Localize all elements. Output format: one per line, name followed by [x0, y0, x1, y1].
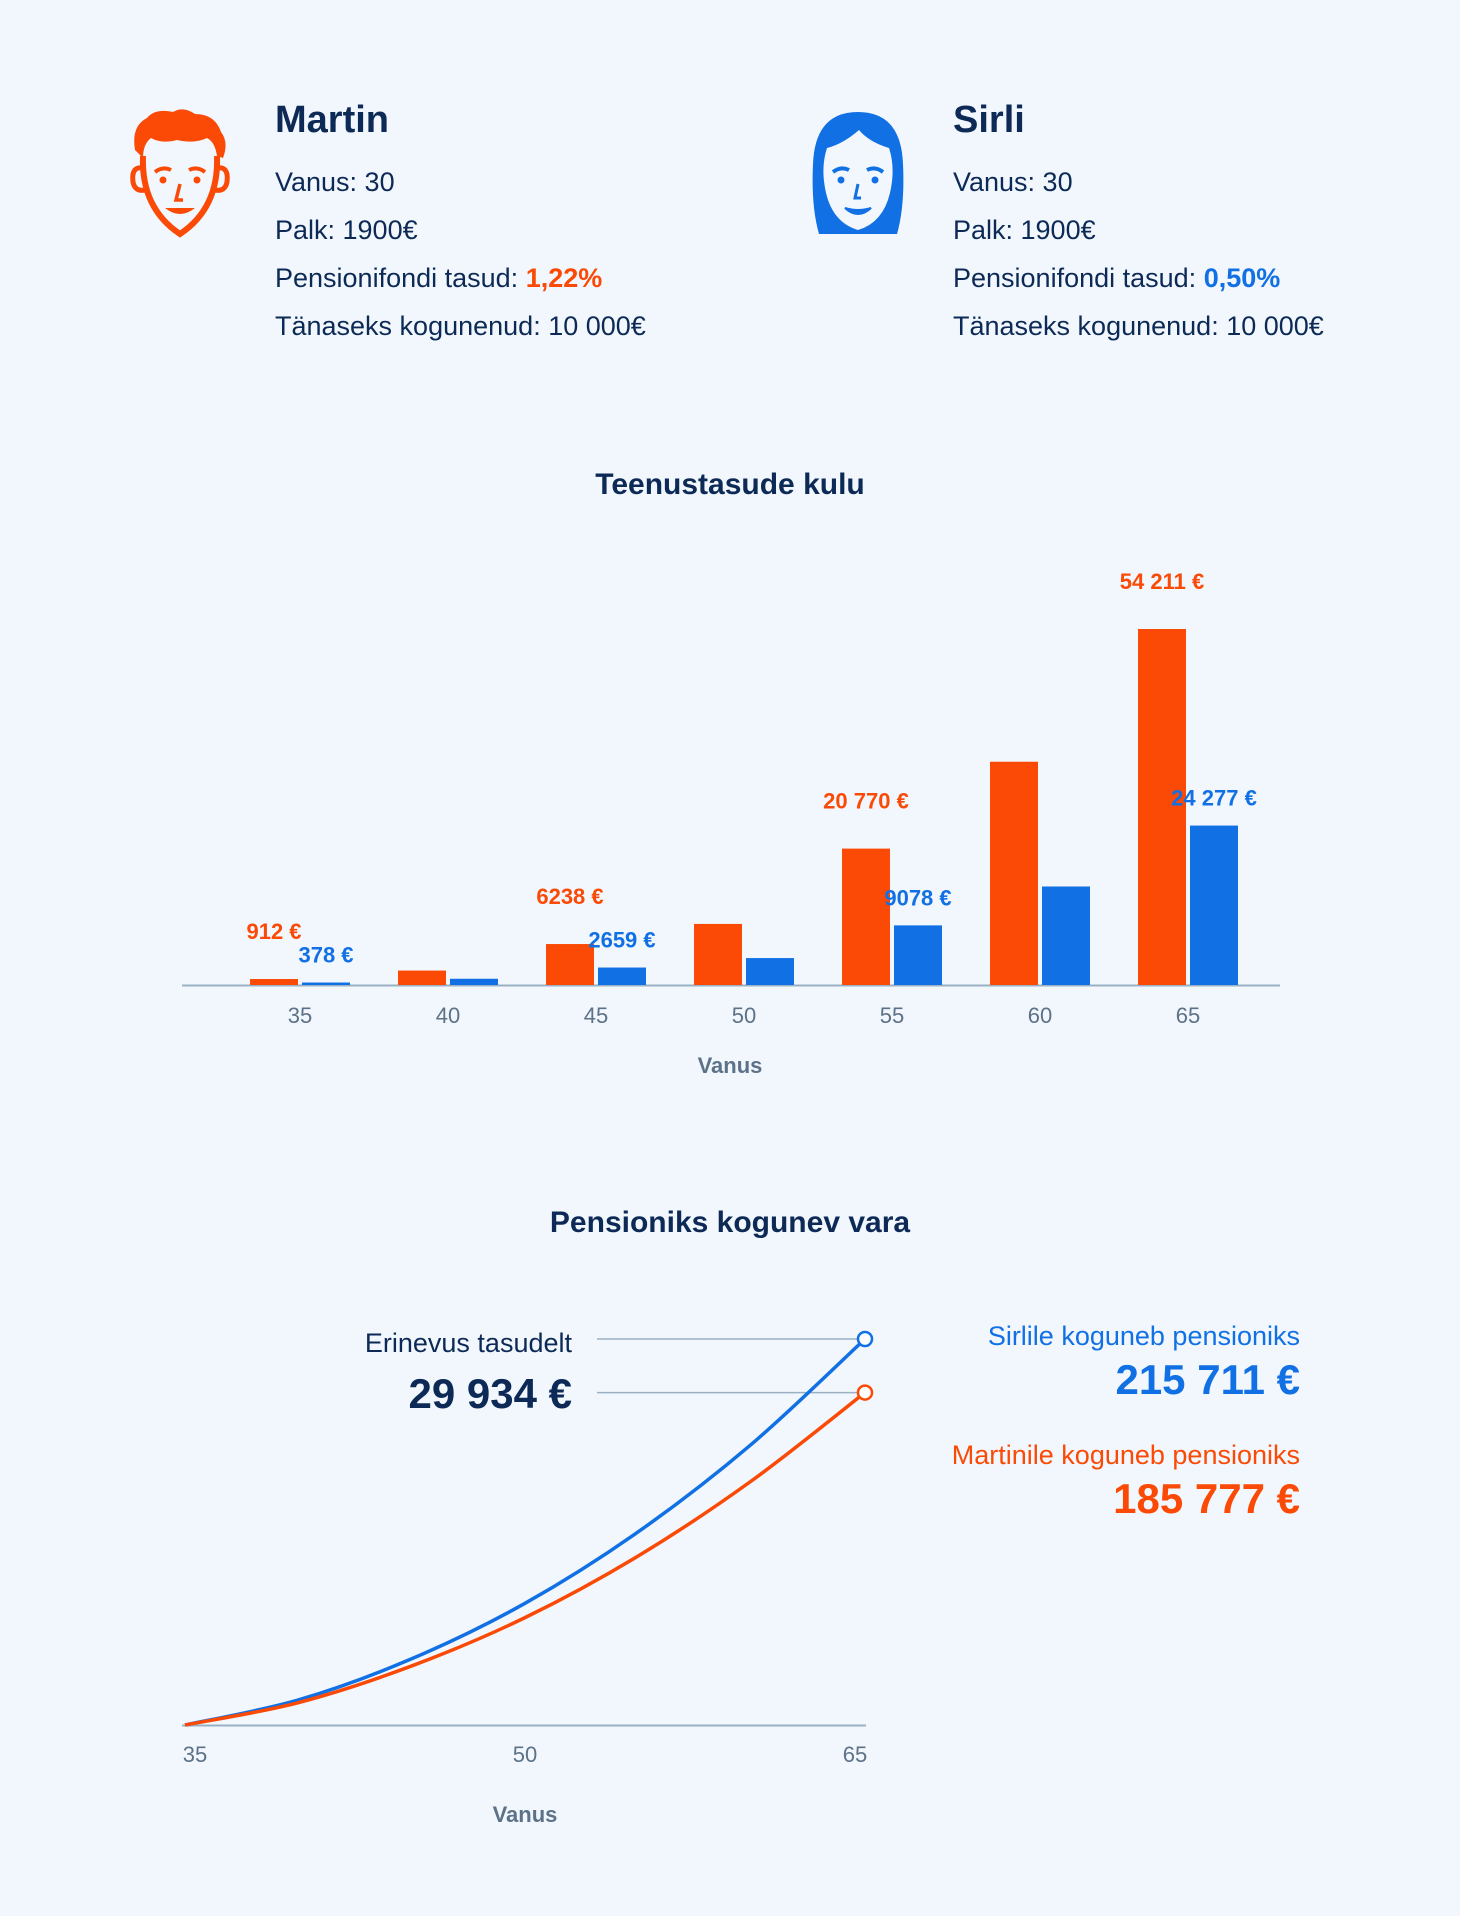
result-martin: Martinile koguneb pensioniks 185 777 € [952, 1437, 1300, 1525]
result-sirli: Sirlile koguneb pensioniks 215 711 € [988, 1318, 1300, 1406]
woman-face-icon [803, 108, 913, 238]
x-axis-label: Vanus [493, 1802, 558, 1827]
salary-line: Palk: 1900€ [953, 215, 1096, 245]
bar-martin-60 [990, 761, 1038, 985]
fee-prefix: Pensionifondi tasud: [953, 263, 1204, 293]
bar-martin-65 [1138, 629, 1186, 985]
x-tick-label: 35 [183, 1742, 207, 1767]
fee-line: Pensionifondi tasud: 1,22% [275, 254, 795, 302]
x-tick-label: 35 [288, 1003, 312, 1028]
x-tick-label: 65 [1176, 1003, 1200, 1028]
x-tick-label: 40 [436, 1003, 460, 1028]
bar-sirli-50 [746, 958, 794, 985]
data-label-sirli-65: 24 277 € [1171, 786, 1257, 811]
data-label-martin-35: 912 € [246, 919, 301, 944]
bar-sirli-40 [450, 978, 498, 985]
fee-line: Pensionifondi tasud: 0,50% [953, 254, 1460, 302]
x-axis-label: Vanus [698, 1053, 763, 1078]
result-value: 185 777 € [1113, 1475, 1300, 1522]
data-label-martin-65: 54 211 € [1120, 569, 1204, 594]
data-label-martin-55: 20 770 € [823, 789, 909, 814]
endpoint-marker-martin [856, 1384, 874, 1401]
bar-martin-55 [842, 848, 890, 985]
bar-martin-45 [546, 944, 594, 985]
difference-value: 29 934 € [408, 1370, 573, 1417]
age-line: Vanus: 30 [275, 167, 395, 197]
x-tick-label: 50 [513, 1742, 537, 1767]
fee-value: 1,22% [525, 263, 603, 293]
bar-martin-35 [250, 979, 298, 985]
man-face-icon [125, 108, 235, 238]
fee-prefix: Pensionifondi tasud: [275, 263, 526, 293]
age-line: Vanus: 30 [953, 167, 1073, 197]
accumulated-line: Tänaseks kogunenud: 10 000€ [275, 311, 646, 341]
data-label-sirli-55: 9078 € [884, 885, 951, 910]
salary-line: Palk: 1900€ [275, 215, 418, 245]
difference-caption: Erinevus tasudelt [364, 1328, 572, 1358]
bar-sirli-55 [894, 925, 942, 985]
x-tick-label: 60 [1028, 1003, 1052, 1028]
fee-value: 0,50% [1203, 263, 1281, 293]
series-line-sirli [184, 1337, 867, 1727]
bar-martin-50 [694, 923, 742, 985]
series-line-martin [184, 1391, 867, 1727]
bar-sirli-65 [1190, 825, 1238, 985]
result-value: 215 711 € [1115, 1356, 1300, 1403]
bar-chart-title: Teenustasude kulu [595, 468, 865, 501]
result-caption: Sirlile koguneb pensioniks [987, 1321, 1300, 1351]
pension-assets-line-chart: 35 50 65 Vanus [182, 1330, 874, 1827]
data-label-sirli-45: 2659 € [588, 928, 655, 953]
x-tick-label: 45 [584, 1003, 608, 1028]
bar-sirli-60 [1042, 886, 1090, 985]
line-chart-title: Pensioniks kogunev vara [549, 1206, 911, 1239]
accumulated-line: Tänaseks kogunenud: 10 000€ [953, 311, 1324, 341]
x-tick-label: 55 [880, 1003, 904, 1028]
bar-martin-40 [398, 970, 446, 985]
x-tick-label: 50 [732, 1003, 756, 1028]
person-info-martin: Martin Vanus: 30 Palk: 1900€ Pensionifon… [275, 96, 795, 350]
bar-sirli-35 [302, 982, 350, 985]
result-caption: Martinile koguneb pensioniks [951, 1440, 1300, 1470]
person-info-sirli: Sirli Vanus: 30 Palk: 1900€ Pensionifond… [953, 96, 1460, 350]
person-name: Martin [275, 99, 389, 141]
person-name: Sirli [953, 99, 1025, 141]
endpoint-marker-sirli [856, 1330, 874, 1348]
fee-cost-bar-chart: 912 €378 € 35 40 6238 € 2659 € 45 50 20 770 € 90… [182, 569, 1280, 1078]
bar-sirli-45 [598, 967, 646, 985]
data-label-sirli-35: 378 € [298, 943, 353, 968]
x-tick-label: 65 [843, 1742, 867, 1767]
data-label-martin-45: 6238 € [536, 884, 603, 909]
